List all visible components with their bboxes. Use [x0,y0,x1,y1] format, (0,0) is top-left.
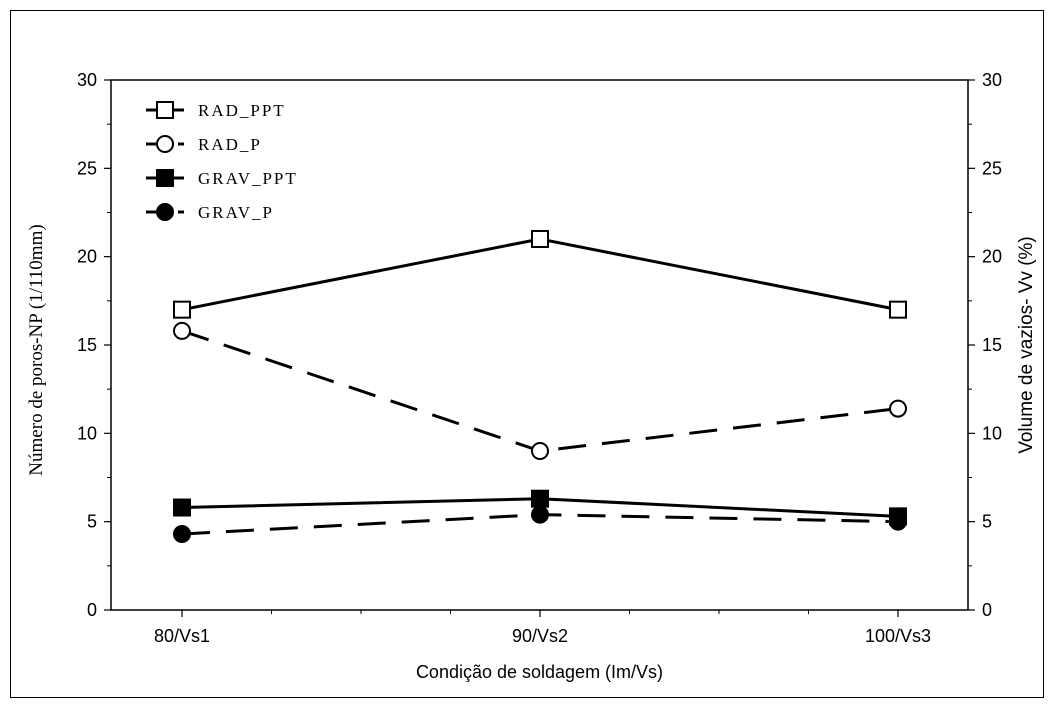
y-tick-label-right: 15 [982,335,1002,355]
y-tick-label-right: 30 [982,70,1002,90]
y-tick-label-right: 0 [982,600,992,620]
series-line-rad-p [181,329,899,453]
y-tick-label-left: 20 [77,247,97,267]
data-point-rad-ppt [889,300,907,319]
data-point-rad-ppt [531,230,549,248]
legend-marker [156,135,174,153]
data-point-grav-ppt [531,489,549,508]
chart-frame [10,10,1044,698]
x-tick-label: 100/Vs3 [865,626,931,646]
y-tick-label-right: 10 [982,423,1002,443]
data-point-grav-p [173,525,191,544]
y-tick-label-right: 20 [982,247,1002,267]
x-tick-label: 90/Vs2 [512,626,568,646]
y-tick-label-right: 5 [982,512,992,532]
y-tick-label-left: 0 [87,600,97,620]
data-point-grav-p [889,512,907,531]
series-line-rad-ppt [181,237,899,312]
y-tick-label-left: 25 [77,158,97,178]
legend-label: GRAV_PPT [198,169,298,188]
legend-marker [156,203,174,221]
data-point-grav-ppt [173,498,191,517]
legend-label: GRAV_P [198,203,274,222]
legend-label: RAD_PPT [198,101,286,120]
x-axis-label: Condição de soldagem (Im/Vs) [416,662,663,682]
legend-label: RAD_P [198,135,262,154]
x-tick-label: 80/Vs1 [154,626,210,646]
legend-marker [156,169,174,187]
legend-marker [156,101,174,119]
data-point-rad-p [531,442,549,460]
data-point-grav-p [531,505,549,524]
data-point-rad-p [889,399,907,418]
y-axis-label-right: Volume de vazios- Vv (%) [1016,236,1037,454]
y-tick-label-left: 5 [87,512,97,532]
y-axis-label-left: Número de poros-NP (1/110mm) [26,224,47,475]
y-tick-label-left: 30 [77,70,97,90]
data-point-rad-p [173,321,191,340]
y-tick-label-left: 10 [77,423,97,443]
data-point-rad-ppt [173,300,191,319]
y-tick-label-right: 25 [982,158,1002,178]
y-tick-label-left: 15 [77,335,97,355]
